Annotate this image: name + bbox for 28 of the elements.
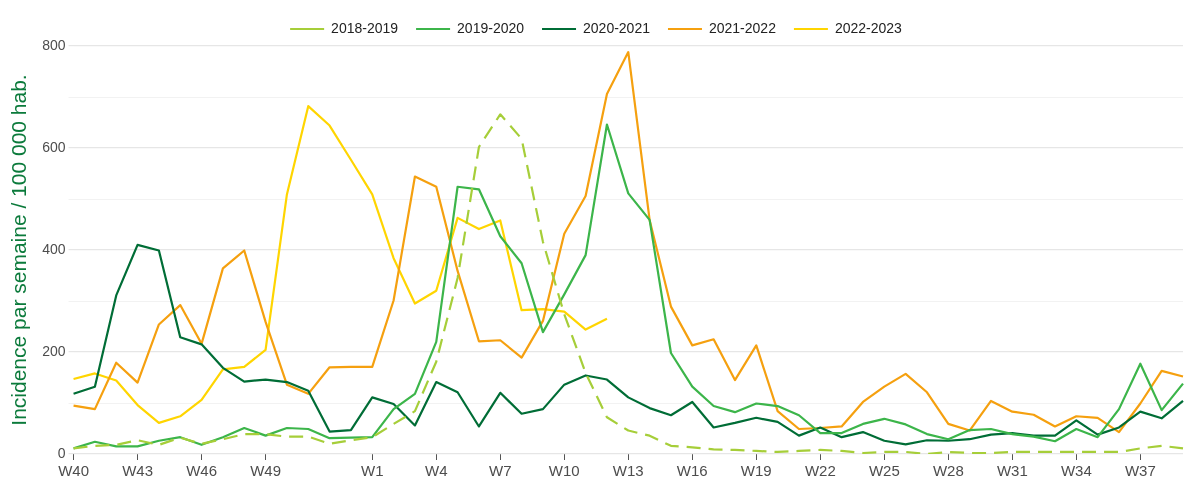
x-tick-label: W13 [612, 462, 644, 480]
legend-label: 2020-2021 [583, 19, 651, 36]
x-tick-label: W4 [425, 462, 448, 480]
x-tick-label: W16 [676, 462, 708, 480]
legend-label: 2021-2022 [708, 19, 777, 36]
legend-label: 2022-2023 [834, 19, 903, 36]
x-tick-label: W37 [1124, 462, 1156, 480]
x-tick-label: W49 [250, 462, 281, 480]
y-tick-label: 400 [42, 240, 66, 257]
x-tick-label: W40 [58, 462, 89, 480]
x-tick-label: W19 [740, 462, 772, 480]
y-tick-label: 0 [57, 444, 66, 461]
x-tick-label: W31 [996, 462, 1028, 480]
y-tick-label: 600 [42, 138, 66, 155]
x-tick-label: W22 [804, 462, 836, 480]
x-tick-label: W43 [122, 462, 153, 480]
y-tick-label: 200 [42, 342, 66, 359]
x-tick-label: W10 [548, 462, 580, 480]
x-tick-label: W34 [1060, 462, 1092, 480]
x-tick-label: W46 [186, 462, 217, 480]
x-tick-label: W28 [932, 462, 964, 480]
legend-label: 2019-2020 [457, 19, 525, 36]
legend-label: 2018-2019 [331, 19, 399, 36]
x-tick-label: W1 [361, 462, 384, 480]
y-tick-label: 800 [42, 36, 66, 53]
x-tick-label: W7 [489, 462, 512, 480]
x-tick-label: W25 [868, 462, 900, 480]
y-axis-title: Incidence par semaine / 100 000 hab. [7, 74, 31, 426]
